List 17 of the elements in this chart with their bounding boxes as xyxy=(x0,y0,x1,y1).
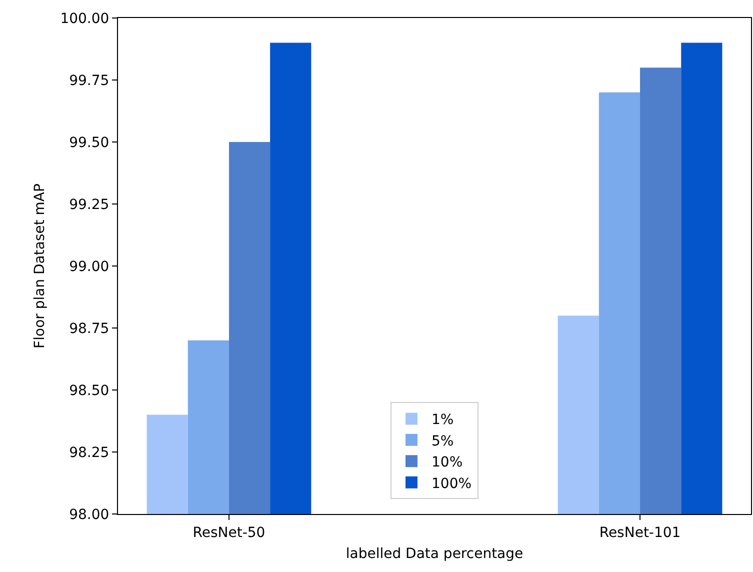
x-tick-label: ResNet-50 xyxy=(192,524,266,541)
y-tick-label: 98.50 xyxy=(69,382,110,399)
y-tick-label: 98.25 xyxy=(69,444,110,461)
legend-label: 10% xyxy=(432,454,463,471)
y-tick-label: 98.00 xyxy=(69,506,110,523)
y-tick-label: 100.00 xyxy=(60,10,110,27)
y-tick-label: 99.25 xyxy=(69,196,110,213)
y-tick-label: 98.75 xyxy=(69,320,110,337)
y-tick-label: 99.75 xyxy=(69,72,110,89)
y-tick-label: 99.00 xyxy=(69,258,110,275)
legend-label: 5% xyxy=(432,433,454,450)
y-tick-label: 99.50 xyxy=(69,134,110,151)
y-axis-title: Floor plan Dataset mAP xyxy=(32,184,48,348)
x-tick-label: ResNet-101 xyxy=(599,524,681,541)
legend-label: 1% xyxy=(432,412,454,428)
legend-label: 100% xyxy=(432,476,472,492)
x-axis-title: labelled Data percentage xyxy=(346,546,524,562)
